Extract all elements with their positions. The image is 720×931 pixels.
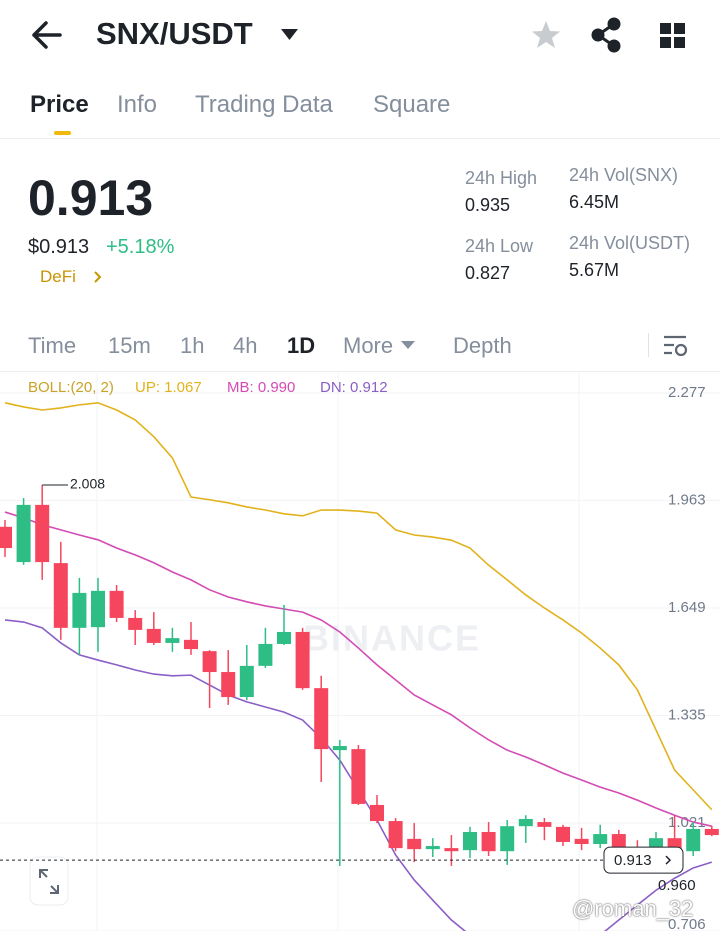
legend-entry: DN: 0.912 [320, 379, 388, 396]
y-tick-label: 1.649 [668, 599, 706, 616]
icons [0, 17, 720, 372]
pair-title[interactable]: SNX/USDT [96, 16, 253, 51]
candle-body [16, 504, 31, 563]
tab-indicator [54, 131, 71, 135]
interval[interactable]: 1D [287, 333, 316, 358]
candle-body [593, 834, 608, 844]
candle-body [295, 631, 310, 689]
expand-button[interactable] [29, 856, 69, 906]
fiat-price: $0.913 [28, 236, 90, 258]
more-caret [401, 341, 415, 349]
candle-body [202, 651, 217, 673]
candle-body [537, 822, 552, 827]
y-tick-label: 2.277 [668, 384, 706, 401]
candle-body [574, 838, 589, 844]
candle-body [388, 821, 403, 849]
interval[interactable]: 4h [233, 333, 258, 358]
candle-body [556, 826, 570, 842]
interval[interactable]: Depth [453, 333, 512, 358]
back-button[interactable] [32, 21, 62, 49]
candle-body [258, 643, 273, 666]
y-tick-label: 1.021 [668, 814, 706, 831]
legend-entry: UP: 1.067 [135, 379, 202, 396]
watermark-logo: BINANCE [303, 618, 481, 659]
candle-body [370, 804, 384, 822]
y-tick-label: 0.706 [668, 916, 706, 931]
interval[interactable]: Time [28, 333, 77, 358]
candle-body [128, 617, 143, 630]
sector-tag[interactable]: DeFi [40, 267, 76, 286]
candle-body [109, 590, 124, 618]
candle-body [500, 826, 515, 852]
interval[interactable]: 15m [108, 333, 151, 358]
tab[interactable]: Info [117, 91, 158, 118]
candle-body [425, 846, 440, 850]
candle-body [351, 749, 366, 804]
user-watermark: @roman_32 [572, 896, 694, 921]
candle-body [91, 590, 105, 628]
stat-value: 6.45M [569, 192, 620, 212]
last-price: 0.913 [28, 170, 154, 226]
stat-value: 0.935 [465, 195, 511, 215]
vertical-grid [96, 373, 580, 931]
y-tick-label: 1.963 [668, 491, 706, 508]
candle-body [332, 746, 347, 751]
candle-body [444, 848, 459, 852]
candle-body [184, 639, 198, 650]
candle-body [277, 631, 291, 644]
candle-body [314, 688, 329, 750]
last-price-box [603, 846, 684, 874]
candle-body [72, 592, 87, 628]
candle-body [704, 828, 719, 836]
candle-body [518, 818, 533, 827]
candle-body [0, 526, 12, 549]
last-price-chevron [665, 855, 672, 865]
candle-body [53, 563, 68, 628]
sector-chevron [94, 271, 102, 283]
candle-body [481, 832, 496, 852]
candle-body [146, 628, 161, 643]
stat-label: 24h High [465, 168, 538, 188]
max-label: 2.008 [70, 476, 105, 492]
tab[interactable]: Square [373, 91, 451, 118]
share-button[interactable] [591, 17, 621, 53]
boll-line [4, 401, 713, 811]
chart: BINANCE BOLL:(20, 2) 2.277 1.963 1.649 1.33… [0, 373, 720, 931]
interval[interactable]: 1h [180, 333, 205, 358]
candle-body [165, 638, 180, 643]
candle-body [407, 838, 422, 850]
tab[interactable]: Price [30, 91, 89, 118]
stat-label: 24h Vol(SNX) [569, 165, 679, 185]
candle-body [239, 665, 254, 698]
crosshair-label: 0.960 [658, 877, 696, 894]
layout-button[interactable] [660, 23, 685, 48]
favorite-star[interactable] [532, 21, 560, 48]
boll-line [4, 511, 712, 827]
stat-label: 24h Low [465, 236, 534, 256]
stat-value: 0.827 [465, 263, 511, 283]
tab[interactable]: Trading Data [195, 91, 333, 118]
candle-body [221, 672, 236, 698]
pair-dropdown[interactable] [281, 29, 298, 40]
price-change: +5.18% [106, 236, 175, 258]
chart-settings[interactable] [664, 335, 688, 357]
y-tick-label: 1.335 [668, 707, 706, 724]
indicator-label: BOLL:(20, 2) [28, 379, 114, 396]
interval[interactable]: More [343, 333, 394, 358]
candle-body [463, 832, 477, 851]
stat-value: 5.67M [569, 260, 620, 280]
last-price-label: 0.913 [614, 852, 652, 869]
candle-body [35, 504, 50, 563]
stat-label: 24h Vol(USDT) [569, 233, 691, 253]
candle-body [686, 828, 701, 852]
legend-entry: MB: 0.990 [227, 379, 295, 396]
